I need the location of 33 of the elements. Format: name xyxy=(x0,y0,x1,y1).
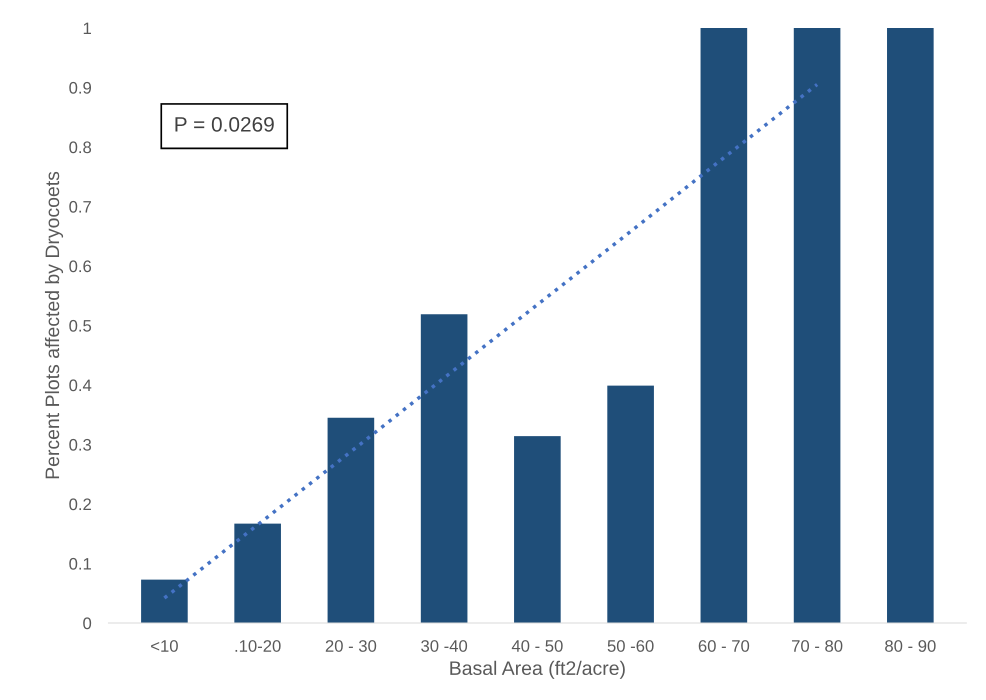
y-tick-label: 0.3 xyxy=(69,438,92,451)
y-tick-label: 0 xyxy=(83,617,92,630)
x-tick-label: 20 - 30 xyxy=(326,640,376,652)
y-tick-label: 0.9 xyxy=(69,82,92,94)
bar xyxy=(607,386,654,623)
x-tick-label: 40 - 50 xyxy=(512,640,563,652)
y-tick-label: 0.7 xyxy=(69,200,91,213)
bar xyxy=(794,28,840,623)
bar xyxy=(514,436,561,623)
x-tick-label: 80 - 90 xyxy=(885,640,936,652)
y-tick-label: 0.6 xyxy=(69,260,92,272)
annotation: P = 0.0269 xyxy=(175,117,274,132)
y-tick-label: 0.5 xyxy=(69,320,92,332)
x-tick-label: .10-20 xyxy=(236,640,281,652)
y-axis-title: Percent Plots affected by Dryocoets xyxy=(44,172,64,478)
bar xyxy=(887,28,934,623)
x-tick-label: 50 -60 xyxy=(608,640,654,652)
y-tick-label: 0.1 xyxy=(69,558,91,570)
y-tick-label: 0.8 xyxy=(69,141,92,154)
x-tick-label: 70 - 80 xyxy=(792,640,842,652)
bar xyxy=(420,314,468,623)
y-tick-label: 0.2 xyxy=(69,498,91,510)
bar xyxy=(328,418,374,623)
x-tick-label: <10 xyxy=(151,640,178,652)
bar xyxy=(234,524,281,623)
bar xyxy=(700,28,748,623)
x-tick-label: 60 - 70 xyxy=(698,640,750,652)
y-tick-label: 0.4 xyxy=(69,379,92,392)
line-series xyxy=(162,82,819,600)
x-tick-label: 30 -40 xyxy=(421,640,468,652)
x-axis-title: Basal Area (ft2/acre) xyxy=(450,660,625,679)
bar xyxy=(141,580,188,623)
y-tick-label: 1 xyxy=(84,22,91,34)
